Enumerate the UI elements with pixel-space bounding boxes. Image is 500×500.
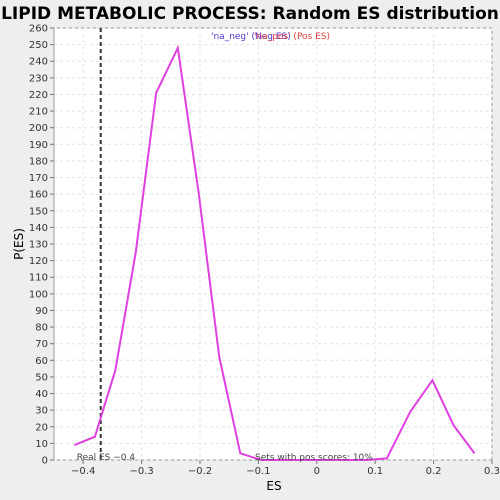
- es-distribution-line: [74, 44, 476, 461]
- y-tick-label: 10: [35, 439, 48, 450]
- y-tick-label: 40: [35, 389, 48, 400]
- real-es-label: Real ES −0.4: [77, 453, 136, 463]
- y-tick-label: 250: [29, 40, 48, 51]
- y-tick-label: 20: [35, 422, 48, 433]
- y-tick-label: 170: [29, 173, 48, 184]
- y-tick-label: 130: [29, 240, 48, 251]
- grid-lines: [54, 27, 493, 461]
- y-tick-label: 160: [29, 190, 48, 201]
- y-tick-label: 100: [29, 289, 48, 300]
- x-axis-ticks: −0.4 −0.3 −0.2 −0.1 0 0.1 0.2 0.3: [71, 460, 500, 477]
- x-tick-label: −0.2: [188, 466, 212, 477]
- x-axis-label: ES: [266, 479, 281, 493]
- y-tick-label: 140: [29, 223, 48, 234]
- x-tick-label: 0: [314, 466, 320, 477]
- y-tick-label: 190: [29, 140, 48, 151]
- x-tick-label: 0.2: [426, 466, 442, 477]
- y-tick-label: 260: [29, 24, 48, 35]
- legend-pos-label: 'na_pos' (Pos ES): [254, 32, 330, 42]
- chart-title: LIPID METABOLIC PROCESS: Random ES distr…: [1, 4, 499, 24]
- y-tick-label: 30: [35, 406, 48, 417]
- x-tick-label: −0.3: [129, 466, 153, 477]
- x-tick-label: 0.3: [484, 466, 500, 477]
- y-tick-label: 120: [29, 256, 48, 267]
- y-tick-label: 150: [29, 206, 48, 217]
- y-tick-label: 180: [29, 156, 48, 167]
- x-tick-label: −0.1: [246, 466, 270, 477]
- legend-neg-label: 'na_neg' (Neg ES): [211, 32, 291, 42]
- y-tick-label: 50: [35, 372, 48, 383]
- y-tick-label: 210: [29, 107, 48, 118]
- y-tick-label: 90: [35, 306, 48, 317]
- y-tick-label: 70: [35, 339, 48, 350]
- y-tick-label: 200: [29, 123, 48, 134]
- y-tick-label: 110: [29, 273, 48, 284]
- y-axis-ticks: 0 10 20 30 40 50 60 70 80 90 100 110 120 130 140 150 160…: [29, 24, 54, 467]
- y-axis-label: P(ES): [12, 228, 26, 260]
- pos-scores-annotation: Sets with pos scores: 10%: [255, 453, 373, 463]
- x-tick-label: 0.1: [367, 466, 383, 477]
- x-tick-label: −0.4: [71, 466, 95, 477]
- y-tick-label: 230: [29, 73, 48, 84]
- y-tick-label: 60: [35, 356, 48, 367]
- y-tick-label: 220: [29, 90, 48, 101]
- y-tick-label: 80: [35, 323, 48, 334]
- y-tick-label: 240: [29, 57, 48, 68]
- y-tick-label: 0: [42, 456, 48, 467]
